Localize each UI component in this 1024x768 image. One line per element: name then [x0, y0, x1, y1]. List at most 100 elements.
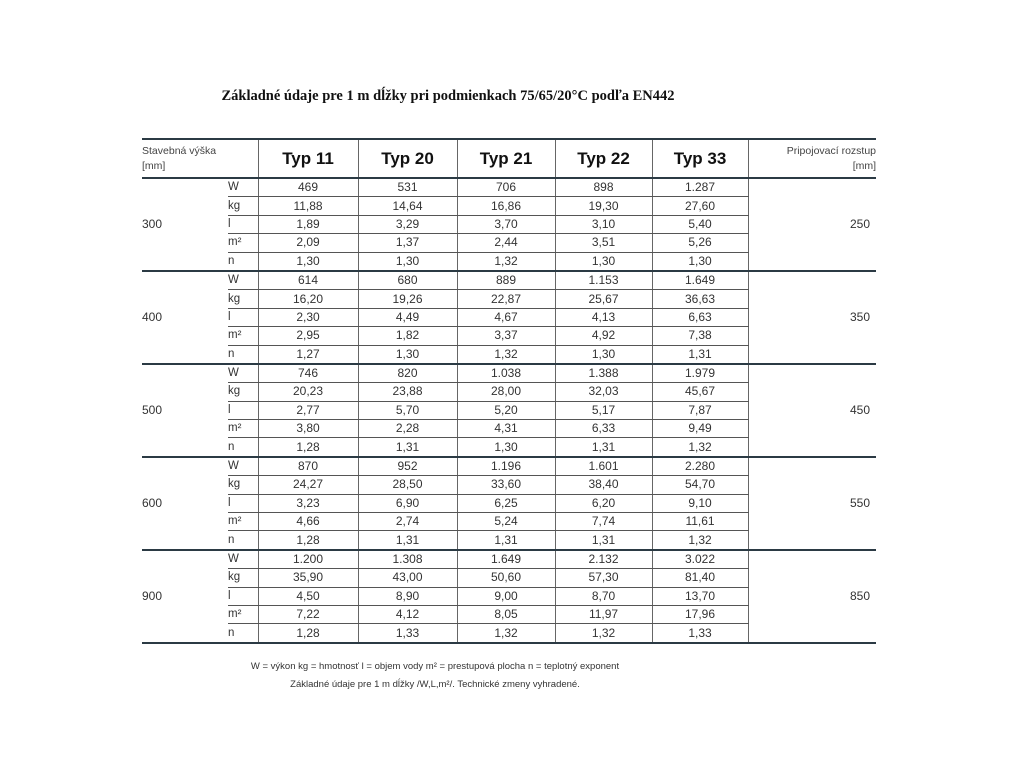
value-cell: 4,13 [554, 308, 653, 328]
table-row: kg 24,27 28,50 33,60 38,40 54,70 [142, 475, 876, 495]
value-cell: 22,87 [456, 289, 556, 309]
unit-label: m² [228, 233, 259, 253]
value-cell: 1,31 [554, 530, 653, 551]
value-cell: 1.649 [456, 549, 556, 570]
table-row: 400 W 614 680 889 1.153 1.649 350 [142, 270, 877, 365]
value-cell: 6,25 [456, 494, 556, 514]
value-cell: 1,30 [357, 345, 458, 365]
unit-label: kg [228, 475, 259, 495]
value-cell: 2,74 [357, 512, 458, 532]
unit-label: n [228, 530, 259, 551]
value-cell: 898 [554, 178, 653, 198]
spacing-value: 250 [748, 178, 877, 272]
unit-label: n [228, 623, 259, 644]
value-cell: 16,86 [456, 196, 556, 216]
spacing-value: 550 [748, 456, 877, 551]
value-cell: 13,70 [651, 587, 749, 606]
table-row: m² 2,95 1,82 3,37 4,92 7,38 [142, 326, 876, 346]
value-cell: 1,30 [651, 252, 749, 272]
footnote-legend: W = výkon kg = hmotnosť l = objem vody m… [250, 661, 620, 672]
value-cell: 1,32 [651, 437, 749, 458]
table-row: 300 W 469 531 706 898 1.287 250 [142, 178, 877, 272]
value-cell: 952 [357, 456, 458, 477]
value-cell: 23,88 [357, 382, 458, 402]
unit-label: W [228, 549, 259, 570]
value-cell: 35,90 [257, 568, 359, 588]
value-cell: 820 [357, 363, 458, 384]
table-row: n 1,27 1,30 1,32 1,30 1,31 [142, 345, 876, 365]
value-cell: 2,30 [257, 308, 359, 328]
value-cell: 3.022 [651, 549, 749, 570]
value-cell: 2,44 [456, 233, 556, 253]
value-cell: 1,30 [554, 345, 653, 365]
table-row: l 2,77 5,70 5,20 5,17 7,87 [142, 401, 876, 421]
height-unit: [mm] [142, 159, 166, 172]
value-cell: 3,70 [456, 215, 556, 235]
value-cell: 1,37 [357, 233, 458, 253]
value-cell: 9,00 [456, 587, 556, 606]
unit-label: n [228, 345, 259, 365]
spacing-value: 350 [748, 270, 877, 365]
table-row: kg 11,88 14,64 16,86 19,30 27,60 [142, 196, 876, 216]
value-cell: 20,23 [257, 382, 359, 402]
radiator-data-table: Stavebná výška [mm] Typ 11 Typ 20 Typ 21… [142, 138, 877, 644]
value-cell: 1,89 [257, 215, 359, 235]
value-cell: 1,33 [651, 623, 749, 644]
value-cell: 870 [257, 456, 359, 477]
value-cell: 36,63 [651, 289, 749, 309]
value-cell: 1,32 [456, 623, 556, 644]
unit-label: m² [228, 512, 259, 532]
table-row: m² 2,09 1,37 2,44 3,51 5,26 [142, 233, 876, 253]
value-cell: 1.196 [456, 456, 556, 477]
value-cell: 54,70 [651, 475, 749, 495]
unit-label: kg [228, 568, 259, 588]
unit-label: kg [228, 382, 259, 402]
table-row: m² 3,80 2,28 4,31 6,33 9,49 [142, 419, 876, 439]
unit-label: n [228, 437, 259, 458]
value-cell: 19,30 [554, 196, 653, 216]
value-cell: 27,60 [651, 196, 749, 216]
value-cell: 2.132 [554, 549, 653, 570]
height-value: 500 [142, 363, 228, 458]
document-title: Základné údaje pre 1 m dĺžky pri podmien… [221, 88, 675, 104]
header-row: Stavebná výška [mm] Typ 11 Typ 20 Typ 21… [142, 139, 877, 178]
value-cell: 1,30 [257, 252, 359, 272]
value-cell: 5,24 [456, 512, 556, 532]
value-cell: 5,40 [651, 215, 749, 235]
value-cell: 3,10 [554, 215, 653, 235]
value-cell: 3,29 [357, 215, 458, 235]
table-row: 600 W 870 952 1.196 1.601 2.280 550 [142, 456, 877, 551]
footnote: W = výkon kg = hmotnosť l = objem vody m… [0, 658, 870, 694]
value-cell: 11,61 [651, 512, 749, 532]
type-header: Typ 20 [357, 139, 458, 178]
value-cell: 9,49 [651, 419, 749, 439]
value-cell: 4,67 [456, 308, 556, 328]
value-cell: 1,32 [651, 530, 749, 551]
value-cell: 1,28 [257, 437, 359, 458]
value-cell: 531 [357, 178, 458, 198]
height-value: 600 [142, 456, 228, 551]
value-cell: 4,92 [554, 326, 653, 346]
table-row: n 1,28 1,31 1,30 1,31 1,32 [142, 437, 876, 458]
value-cell: 38,40 [554, 475, 653, 495]
value-cell: 8,90 [357, 587, 458, 606]
table-row: l 4,50 8,90 9,00 8,70 13,70 [142, 587, 876, 606]
value-cell: 25,67 [554, 289, 653, 309]
value-cell: 706 [456, 178, 556, 198]
value-cell: 45,67 [651, 382, 749, 402]
value-cell: 3,80 [257, 419, 359, 439]
value-cell: 746 [257, 363, 359, 384]
unit-label: m² [228, 326, 259, 346]
value-cell: 28,00 [456, 382, 556, 402]
value-cell: 16,20 [257, 289, 359, 309]
spacing-unit: [mm] [852, 159, 877, 172]
height-value: 900 [142, 549, 228, 644]
value-cell: 2.280 [651, 456, 749, 477]
unit-label: W [228, 270, 259, 291]
value-cell: 5,70 [357, 401, 458, 421]
table-row: 500 W 746 820 1.038 1.388 1.979 450 [142, 363, 877, 458]
table-row: 900 W 1.200 1.308 1.649 2.132 3.022 850 [142, 549, 877, 644]
height-value: 400 [142, 270, 228, 365]
unit-label: l [228, 587, 259, 606]
unit-label: l [228, 215, 259, 235]
